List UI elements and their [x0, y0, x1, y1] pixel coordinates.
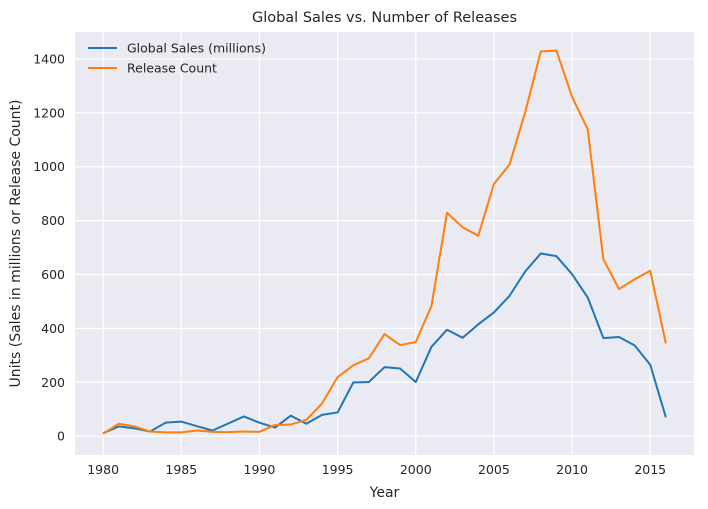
x-tick-label: 2000: [400, 462, 432, 477]
plot-background: [75, 32, 694, 455]
x-tick-label: 2005: [478, 462, 510, 477]
series-line: [102, 252, 667, 435]
legend-label: Release Count: [127, 61, 217, 76]
x-tick-labels: 1980 1985 1990 1995 2000 2005 2010 2015: [87, 462, 666, 477]
grid: [75, 32, 694, 455]
x-tick-label: 1980: [87, 462, 119, 477]
x-axis-label: Year: [369, 485, 400, 501]
y-tick-labels: 0 200 400 600 800 1000 1200 1400: [33, 51, 65, 443]
x-tick-label: 1985: [165, 462, 197, 477]
y-tick-label: 1200: [33, 105, 65, 120]
chart-title: Global Sales vs. Number of Releases: [252, 10, 517, 26]
legend-label: Global Sales (millions): [127, 41, 266, 56]
y-axis-label: Units (Sales in millions or Release Coun…: [8, 100, 24, 388]
y-tick-label: 1400: [33, 51, 65, 66]
y-tick-label: 400: [41, 321, 65, 336]
y-tick-label: 200: [41, 375, 65, 390]
x-tick-label: 2010: [556, 462, 588, 477]
legend: Global Sales (millions) Release Count: [88, 41, 266, 76]
y-tick-label: 800: [41, 213, 65, 228]
x-tick-label: 1995: [322, 462, 354, 477]
y-tick-label: 0: [57, 429, 65, 444]
series-layer: [102, 49, 667, 435]
series-line: [102, 49, 667, 435]
x-tick-label: 1990: [244, 462, 276, 477]
y-tick-label: 600: [41, 267, 65, 282]
y-tick-label: 1000: [33, 159, 65, 174]
x-tick-label: 2015: [634, 462, 666, 477]
